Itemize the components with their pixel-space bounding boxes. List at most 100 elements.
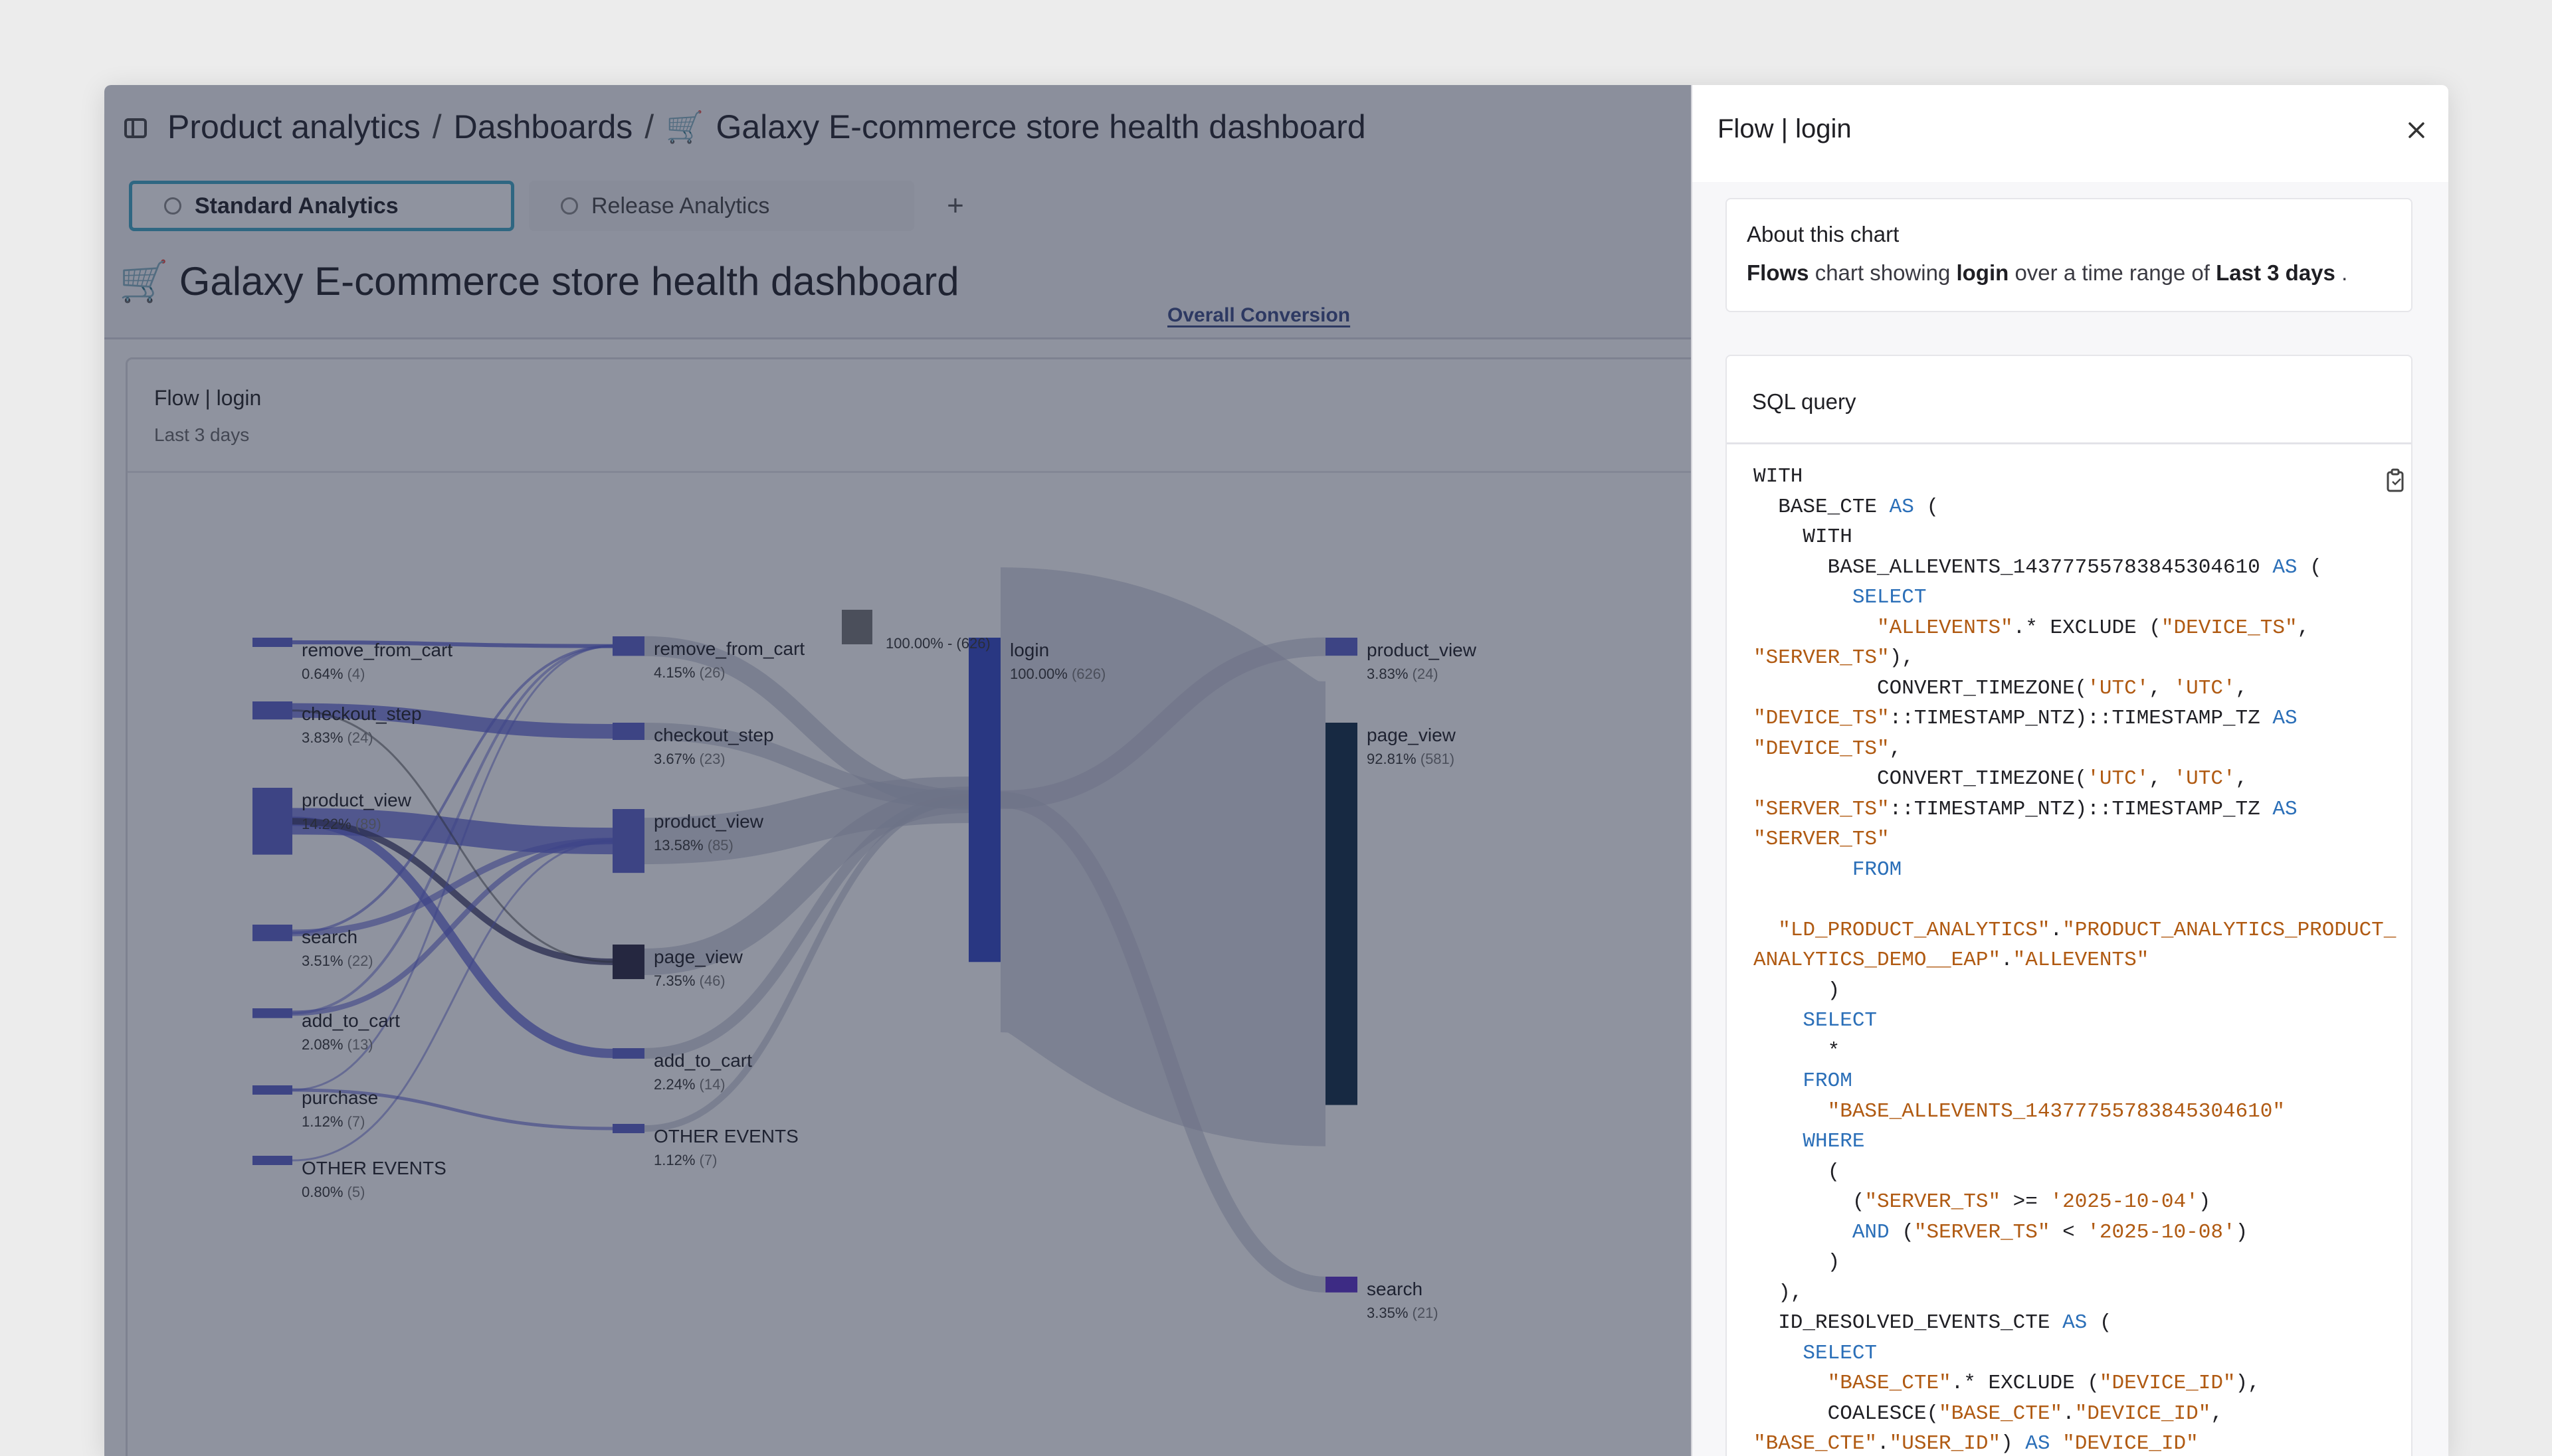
sql-token: WHERE bbox=[1803, 1130, 1865, 1153]
sql-token: < bbox=[2050, 1220, 2088, 1244]
sql-token: , bbox=[2235, 767, 2248, 790]
sql-token: ::TIMESTAMP_NTZ)::TIMESTAMP_TZ bbox=[1889, 707, 2273, 730]
sql-token: ), bbox=[1889, 646, 1914, 670]
sql-token: BASE_CTE bbox=[1753, 495, 1890, 519]
sql-token: ) bbox=[1753, 1251, 1840, 1274]
sql-token: WITH bbox=[1753, 525, 1852, 549]
sql-token bbox=[1753, 586, 1852, 609]
sql-token: .* EXCLUDE ( bbox=[1951, 1372, 2100, 1395]
sql-token: WITH bbox=[1753, 465, 1803, 488]
sql-token: , bbox=[2149, 676, 2174, 700]
sql-token bbox=[1753, 858, 1852, 881]
sql-token: AS bbox=[2272, 555, 2298, 579]
sql-token: SELECT bbox=[1803, 1341, 1878, 1365]
sql-token: 'UTC' bbox=[2173, 676, 2236, 700]
sql-token: "DEVICE_TS" bbox=[1753, 707, 1890, 730]
sql-token: ( bbox=[1753, 1190, 1865, 1214]
sql-token bbox=[1753, 1372, 1828, 1395]
sql-token: CONVERT_TIMEZONE( bbox=[1753, 767, 2088, 790]
sql-token: AS bbox=[2062, 1311, 2088, 1334]
about-time-range: Last 3 days bbox=[2216, 260, 2335, 285]
sql-token: ID_RESOLVED_EVENTS_CTE bbox=[1753, 1311, 2063, 1334]
sql-token: ( bbox=[2087, 1311, 2112, 1334]
sql-token bbox=[1753, 919, 1778, 942]
sql-token: AS bbox=[2272, 707, 2298, 730]
sql-token: "LD_PRODUCT_ANALYTICS" bbox=[1778, 918, 2050, 942]
sql-token: SELECT bbox=[1803, 1009, 1878, 1032]
sql-token: '2025-10-08' bbox=[2087, 1220, 2236, 1244]
sql-token: . bbox=[2001, 949, 2013, 972]
sql-token: "ALLEVENTS" bbox=[1877, 616, 2013, 640]
sql-code-block[interactable]: WITH BASE_CTE AS ( WITH BASE_ALLEVENTS_1… bbox=[1727, 442, 2411, 1456]
about-text: chart showing bbox=[1815, 260, 1951, 285]
sql-token: AS bbox=[2272, 797, 2298, 821]
sql-token: '2025-10-04' bbox=[2050, 1190, 2199, 1214]
sql-token: ) bbox=[1753, 978, 1840, 1002]
sql-token: "SERVER_TS" bbox=[1864, 1190, 2001, 1214]
sql-token: 'UTC' bbox=[2173, 767, 2236, 790]
sql-token: ) bbox=[2001, 1432, 2026, 1455]
app-window: Product analytics / Dashboards / 🛒 Galax… bbox=[104, 85, 2448, 1456]
sql-token: AS bbox=[2025, 1432, 2050, 1455]
modal-overlay[interactable] bbox=[104, 85, 1691, 1456]
sql-query-title: SQL query bbox=[1752, 389, 1856, 414]
close-icon[interactable] bbox=[2403, 117, 2430, 143]
sql-token: "DEVICE_TS" bbox=[1753, 737, 1890, 761]
dashboard-page: Product analytics / Dashboards / 🛒 Galax… bbox=[104, 85, 1711, 1456]
sql-token: , bbox=[1889, 737, 1902, 761]
sql-token: ) bbox=[2235, 1220, 2248, 1244]
sql-token: "BASE_CTE" bbox=[1827, 1372, 1951, 1395]
sql-token: "DEVICE_ID" bbox=[2074, 1402, 2211, 1425]
sql-token: CONVERT_TIMEZONE( bbox=[1753, 676, 2088, 700]
sql-token: "BASE_ALLEVENTS_14377755783845304610" bbox=[1827, 1099, 2285, 1123]
sql-token: .* EXCLUDE ( bbox=[2012, 616, 2161, 640]
drawer-header: Flow | login bbox=[1692, 85, 2448, 183]
sql-token: . bbox=[1877, 1432, 1890, 1455]
sql-token bbox=[1753, 1130, 1803, 1153]
sql-code: WITH BASE_CTE AS ( WITH BASE_ALLEVENTS_1… bbox=[1753, 462, 2396, 1456]
sql-token bbox=[1753, 1221, 1852, 1244]
sql-query-card: SQL query WITH BASE_CTE AS ( WITH BASE_A… bbox=[1725, 355, 2412, 1456]
about-text: . bbox=[2341, 260, 2348, 285]
about-event: login bbox=[1956, 260, 2009, 285]
sql-token: 'UTC' bbox=[2087, 676, 2149, 700]
sql-token: FROM bbox=[1852, 858, 1902, 881]
sql-token: "SERVER_TS" bbox=[1753, 797, 1890, 821]
sql-token: "PRODUCT_ANALYTICS_PRODUCT_ bbox=[2062, 918, 2397, 942]
copy-icon[interactable] bbox=[2385, 468, 2407, 494]
sql-token: ANALYTICS_DEMO__EAP" bbox=[1753, 949, 2001, 972]
sql-token: "BASE_CTE" bbox=[1753, 1432, 1878, 1455]
sql-token: ::TIMESTAMP_NTZ)::TIMESTAMP_TZ bbox=[1889, 797, 2273, 821]
sql-token: >= bbox=[2001, 1190, 2050, 1214]
sql-token: * bbox=[1753, 1039, 1840, 1063]
sql-token bbox=[1753, 1069, 1803, 1093]
sql-token: "BASE_CTE" bbox=[1939, 1402, 2063, 1425]
sql-token: ( bbox=[1914, 495, 1939, 519]
sql-token: ), bbox=[2235, 1372, 2260, 1395]
sql-token: "DEVICE_ID" bbox=[2099, 1372, 2236, 1395]
sql-token: SELECT bbox=[1852, 586, 1927, 609]
sql-token: . bbox=[2050, 918, 2063, 942]
sql-token: "DEVICE_ID" bbox=[2062, 1432, 2199, 1455]
sql-token: COALESCE( bbox=[1753, 1402, 1939, 1425]
sql-token bbox=[1753, 616, 1877, 640]
sql-token bbox=[1753, 1342, 1803, 1365]
sql-token: , bbox=[2235, 676, 2248, 700]
sql-token: AND bbox=[1852, 1220, 1890, 1244]
about-text: over a time range of bbox=[2014, 260, 2210, 285]
sql-token: BASE_ALLEVENTS_14377755783845304610 bbox=[1753, 555, 2273, 579]
sql-token: FROM bbox=[1803, 1069, 1852, 1093]
about-title: About this chart bbox=[1747, 222, 1900, 246]
sql-token: AS bbox=[1889, 495, 1914, 519]
sql-token: , bbox=[2149, 767, 2174, 790]
sql-token: "SERVER_TS" bbox=[1753, 828, 1890, 851]
about-description: Flows chart showing login over a time ra… bbox=[1747, 260, 2347, 286]
sql-token: ( bbox=[1753, 1160, 1840, 1184]
sql-token: 'UTC' bbox=[2087, 767, 2149, 790]
about-chart-card: About this chart Flows chart showing log… bbox=[1725, 198, 2412, 312]
drawer-title: Flow | login bbox=[1718, 114, 1852, 143]
sql-token: , bbox=[2297, 616, 2310, 640]
sql-token: "DEVICE_TS" bbox=[2161, 616, 2298, 640]
sql-token bbox=[2050, 1432, 2063, 1455]
chart-details-drawer: Flow | login About this chart Flows char… bbox=[1691, 85, 2448, 1456]
